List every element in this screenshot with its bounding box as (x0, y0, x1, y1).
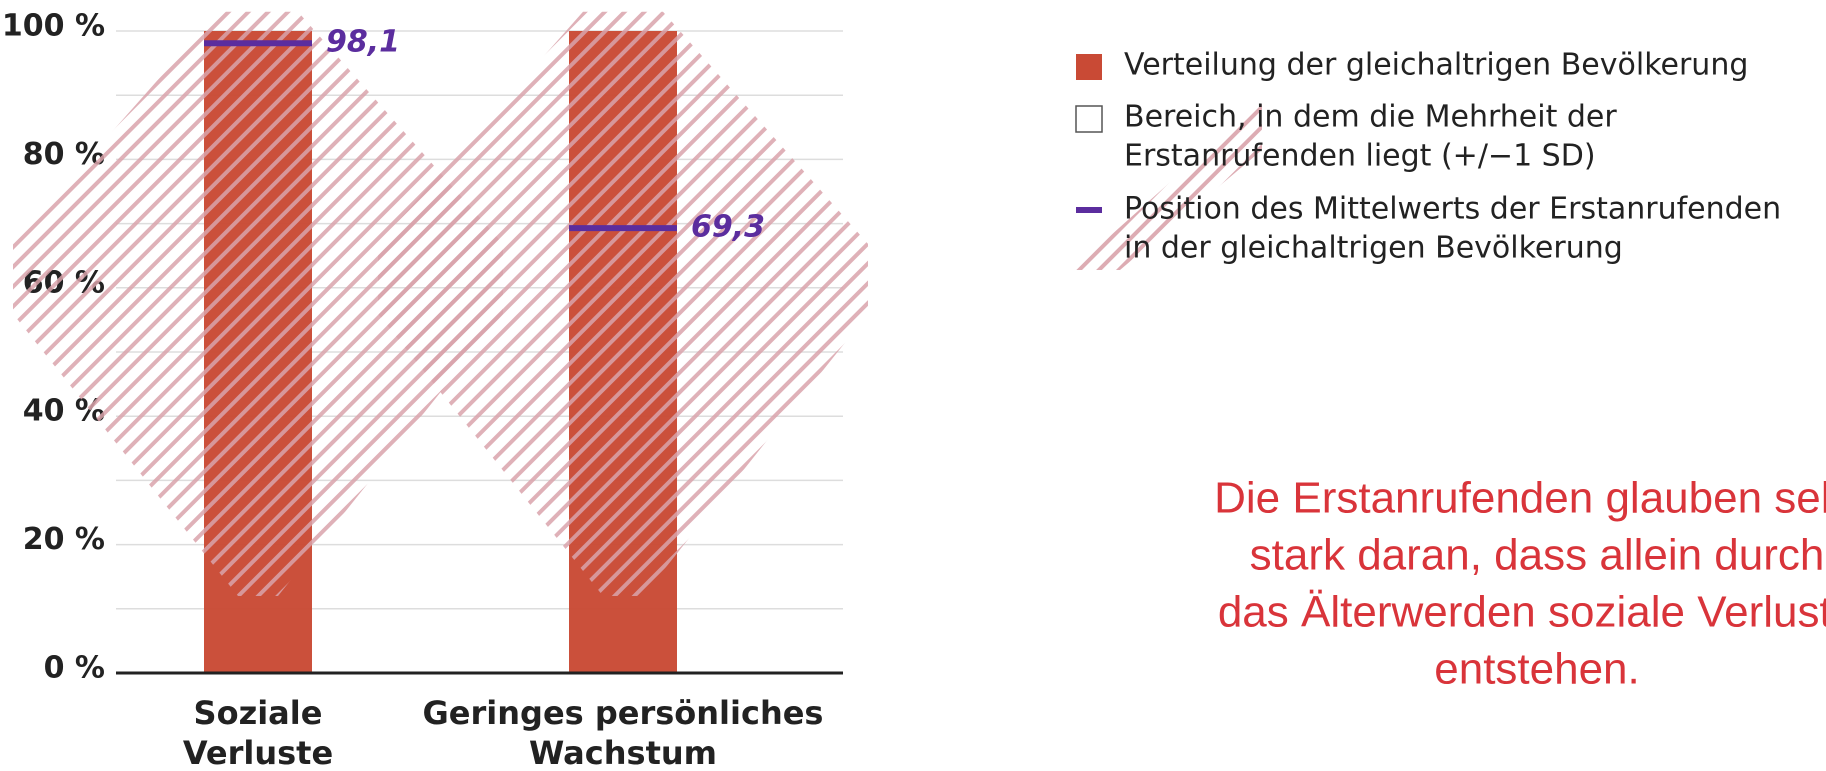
sd-range (378, 11, 868, 596)
marker-label: 98,1 (326, 25, 400, 60)
legend-swatch (1076, 54, 1102, 80)
x-tick-label: Verluste (183, 734, 333, 771)
y-tick-label: 20 % (23, 522, 105, 557)
legend-swatch (1075, 105, 1103, 133)
legend-hatch-decoration (1072, 100, 1262, 270)
legend-label: Position des Mittelwerts der Erstanrufen… (1124, 192, 1781, 227)
legend-label: Verteilung der gleichaltrigen Bevölkerun… (1124, 48, 1748, 83)
annotation: entstehen. (1434, 645, 1640, 694)
x-tick-label: Geringes persönliches (423, 694, 824, 732)
annotation: stark daran, dass allein durch (1250, 531, 1825, 580)
legend-label: Bereich, in dem die Mehrheit der (1124, 100, 1617, 135)
x-tick-label: Soziale (194, 694, 323, 732)
y-tick-label: 0 % (44, 651, 105, 686)
legend-label: in der gleichaltrigen Bevölkerung (1124, 231, 1623, 266)
legend-label: Erstanrufenden liegt (+/−1 SD) (1124, 139, 1596, 174)
annotation: Die Erstanrufenden glauben sehr (1214, 474, 1826, 523)
annotation: das Älterwerden soziale Verluste (1218, 588, 1826, 637)
sd-range (13, 11, 503, 596)
marker-label: 69,3 (691, 210, 765, 245)
x-tick-label: Wachstum (529, 734, 717, 771)
y-tick-label: 100 % (2, 9, 105, 44)
